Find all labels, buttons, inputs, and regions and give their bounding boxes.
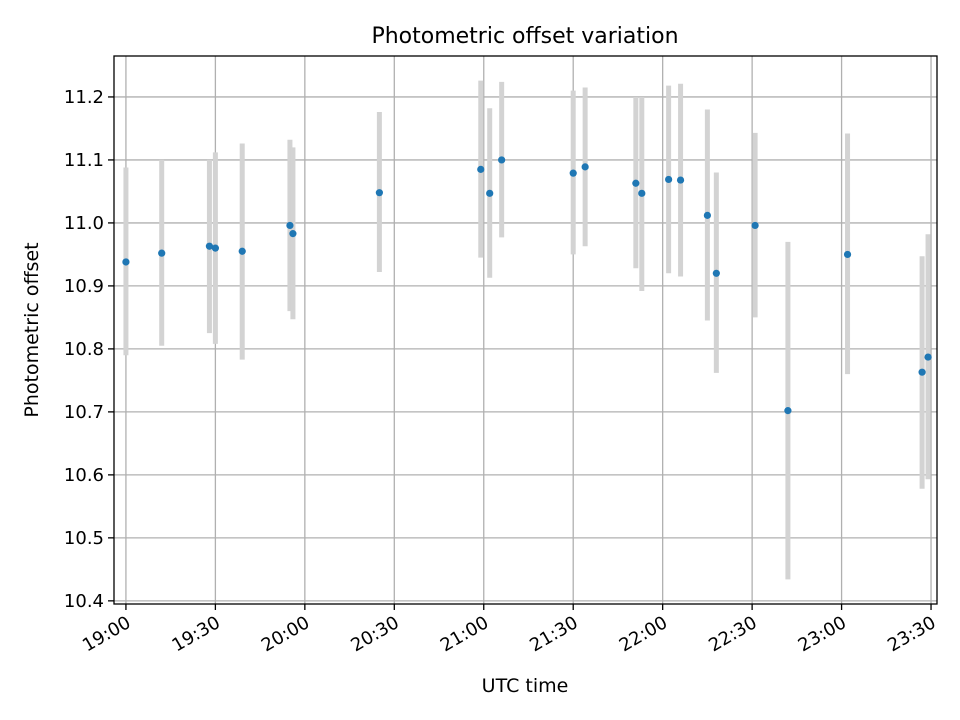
y-axis-ticks: 10.4 10.5 10.6 10.7 10.8 10.9 11.0 11.1 11.2	[64, 87, 114, 612]
data-point	[918, 368, 926, 376]
plot-frame	[113, 55, 938, 605]
data-point	[211, 244, 219, 252]
data-point	[703, 211, 711, 219]
data-point	[486, 189, 494, 197]
data-point	[632, 179, 640, 187]
y-tick-label: 11.1	[64, 150, 104, 171]
y-tick-label: 10.6	[64, 465, 104, 486]
data-point	[676, 176, 685, 184]
data-point	[286, 221, 294, 230]
data-point	[784, 407, 792, 415]
y-tick-label: 10.9	[64, 276, 104, 297]
data-point	[569, 169, 577, 177]
data-point	[289, 230, 297, 238]
y-axis-title: Photometric offset	[21, 242, 43, 417]
y-tick-label: 10.8	[64, 339, 104, 360]
y-tick-label: 10.7	[64, 402, 104, 423]
data-point	[122, 258, 130, 266]
data-point	[205, 242, 214, 250]
data-point	[238, 247, 246, 255]
x-axis-title: UTC time	[482, 675, 569, 697]
grid	[114, 56, 937, 604]
y-tick-label: 10.4	[64, 591, 104, 612]
data-point	[638, 189, 646, 197]
data-point	[751, 221, 759, 230]
data-point	[712, 269, 720, 277]
data-point	[843, 250, 852, 259]
data-point	[158, 249, 166, 257]
data-point	[498, 156, 506, 164]
chart-title: Photometric offset variation	[371, 24, 678, 49]
data-point	[924, 353, 932, 361]
data-point	[477, 165, 485, 173]
y-tick-label: 11.2	[64, 87, 104, 108]
data-points	[122, 156, 932, 415]
y-tick-label: 10.5	[64, 528, 104, 549]
data-point	[665, 175, 673, 184]
data-point	[375, 189, 383, 197]
y-tick-label: 11.0	[64, 213, 104, 234]
data-point	[581, 163, 589, 171]
